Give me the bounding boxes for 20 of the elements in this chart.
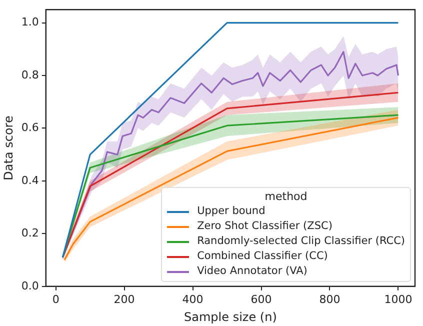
y-axis-title: Data score [1,116,16,180]
legend-title: method [264,190,308,204]
legend-label: Video Annotator (VA) [197,264,308,280]
y-tick-label: 0.2 [21,226,39,240]
x-tick-label: 200 [114,292,135,306]
y-tick-label: 0.0 [21,279,39,292]
legend-label: Randomly-selected Clip Classifier (RCC) [197,234,405,250]
y-tick-label: 0.8 [21,68,39,82]
x-tick-label: 400 [182,292,204,306]
legend-label: Zero Shot Classifier (ZSC) [197,219,332,234]
legend-label: Combined Classifier (CC) [197,249,328,264]
x-tick-label: 1000 [384,292,412,306]
x-axis-title: Sample size (n) [184,310,277,324]
x-tick-label: 0 [52,292,60,306]
x-tick-label: 800 [319,292,340,306]
legend-label: Upper bound [197,204,266,220]
y-tick-label: 0.6 [21,121,39,134]
x-tick-label: 600 [250,292,272,306]
y-tick-label: 1.0 [21,16,39,29]
y-tick-label: 0.4 [21,174,39,187]
